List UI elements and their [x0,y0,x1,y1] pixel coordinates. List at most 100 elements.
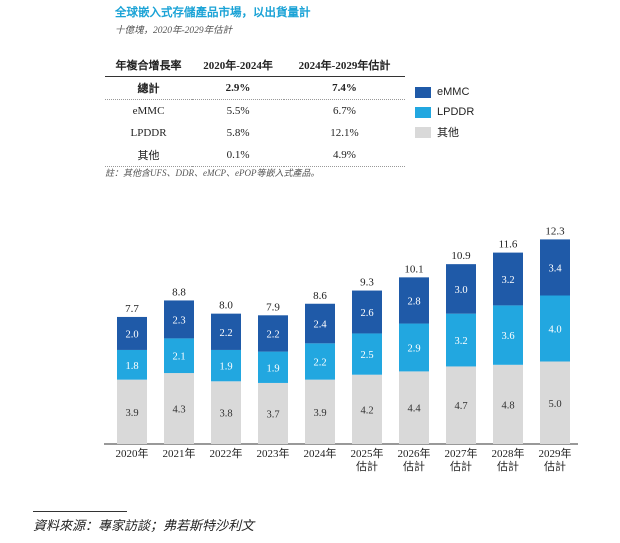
bar-value-label: 3.6 [501,331,514,342]
bar-segment-other [446,366,476,444]
bar-value-label: 3.4 [548,263,562,274]
bar-total-label: 10.9 [451,250,471,262]
legend-item-other: 其他 [415,122,474,142]
bar-value-label: 5.0 [548,399,561,410]
bar-segment-other [352,374,382,444]
x-tick-label: 2023年 [257,446,290,460]
x-tick-label: 2025年 [351,446,384,460]
cagr-table: 年複合增長率 2020年-2024年 2024年-2029年估計 總計 2.9%… [105,54,405,167]
bar-segment-other [399,371,429,444]
bar-value-label: 3.2 [454,336,467,347]
bar-segment-lpddr [211,349,241,382]
bar-total-label: 7.7 [125,303,139,315]
bar-value-label: 2.2 [313,358,326,369]
legend-swatch-other [415,126,431,138]
bar-segment-emmc [164,300,194,339]
bar-segment-emmc [540,239,570,296]
bar-segment-other [164,373,194,444]
cagr-row-value: 7.4% [284,76,405,100]
bar-segment-lpddr [352,333,382,375]
bar-segment-emmc [117,316,147,350]
bar-segment-lpddr [258,351,288,383]
bar-value-label: 2.1 [172,352,185,363]
x-tick-label: 估計 [356,459,378,473]
cagr-row-label: LPDDR [130,127,167,139]
bar-segment-other [305,379,335,444]
cagr-row-value: 2.9% [192,76,285,100]
source-text: 資料來源：專家訪談；弗若斯特沙利文 [33,518,255,533]
bar-total-label: 8.8 [172,286,186,298]
bar-segment-lpddr [540,295,570,362]
cagr-row-label: 其他 [105,144,193,167]
bar-segment-emmc [399,277,429,324]
legend-item-emmc: eMMC [415,82,474,102]
source-divider [33,511,127,512]
bar-value-label: 4.8 [501,400,514,411]
cagr-row-value: 5.5% [226,105,250,117]
bar-value-label: 1.8 [125,361,138,372]
bar-segment-other [493,364,523,444]
bar-value-label: 2.2 [219,328,232,339]
bar-value-label: 4.3 [172,405,185,416]
cagr-header-label: 年複合增長率 [105,54,193,77]
legend-label: eMMC [437,86,470,98]
cagr-row-other: 其他 0.1% 4.9% [105,144,405,167]
bar-segment-emmc [446,264,476,314]
cagr-header-period2: 2024年-2029年估計 [284,54,405,77]
cagr-header-row: 年複合增長率 2020年-2024年 2024年-2029年估計 [105,54,405,77]
bar-value-label: 4.0 [548,325,561,336]
x-tick-label: 估計 [403,459,425,473]
cagr-row-value: 0.1% [192,144,285,167]
bar-segment-lpddr [493,305,523,365]
bar-value-label: 2.2 [266,329,279,340]
bar-total-label: 7.9 [266,301,280,313]
x-tick-label: 2024年 [304,446,337,460]
bar-segment-lpddr [399,323,429,372]
bar-total-label: 12.3 [545,225,565,237]
bar-segment-emmc [493,252,523,306]
bar-value-label: 4.7 [454,401,467,412]
legend-swatch-lpddr [415,106,431,118]
bar-segment-lpddr [305,343,335,380]
bar-value-label: 1.9 [219,362,232,373]
bar-segment-lpddr [164,338,194,374]
bar-value-label: 2.9 [407,343,420,354]
cagr-row-value: 4.9% [284,144,405,167]
bar-segment-emmc [258,315,288,352]
x-tick-label: 2028年 [492,446,525,460]
x-tick-label: 2026年 [398,446,431,460]
chart-title: 全球嵌入式存儲產品市場，以出貨量計 [115,5,311,19]
bar-value-label: 1.9 [266,363,279,374]
table-footnote: 註：其他含UFS、DDR、eMCP、ePOP等嵌入式產品。 [105,168,320,178]
bar-value-label: 2.6 [360,308,373,319]
legend-item-lpddr: LPDDR [415,102,474,122]
legend-swatch-emmc [415,86,431,98]
bar-value-label: 4.4 [407,404,421,415]
cagr-row-label: 總計 [105,76,193,100]
cagr-row-value: 6.7% [333,105,356,117]
x-tick-label: 估計 [497,459,519,473]
bar-value-label: 2.5 [360,350,373,361]
bar-value-label: 3.9 [313,408,326,419]
bar-segment-lpddr [446,313,476,367]
bar-total-label: 11.6 [499,239,518,251]
bar-segment-emmc [352,290,382,334]
bar-segment-other [258,382,288,444]
chart-legend: eMMC LPDDR 其他 [415,82,474,142]
x-tick-label: 估計 [544,459,566,473]
cagr-row-lpddr: LPDDR 5.8% 12.1% [105,122,405,144]
bar-value-label: 3.9 [125,408,138,419]
bar-segment-other [540,361,570,444]
bar-segment-other [117,379,147,444]
bar-value-label: 3.8 [219,409,232,420]
bar-value-label: 2.8 [407,296,420,307]
bar-value-label: 3.0 [454,285,467,296]
bar-total-label: 10.1 [404,263,423,275]
bar-value-label: 4.2 [360,405,373,416]
x-tick-label: 2029年 [539,446,572,460]
cagr-header-period1: 2020年-2024年 [192,54,285,77]
bar-total-label: 9.3 [360,277,374,289]
bar-segment-emmc [305,303,335,344]
bar-total-label: 8.0 [219,300,233,312]
